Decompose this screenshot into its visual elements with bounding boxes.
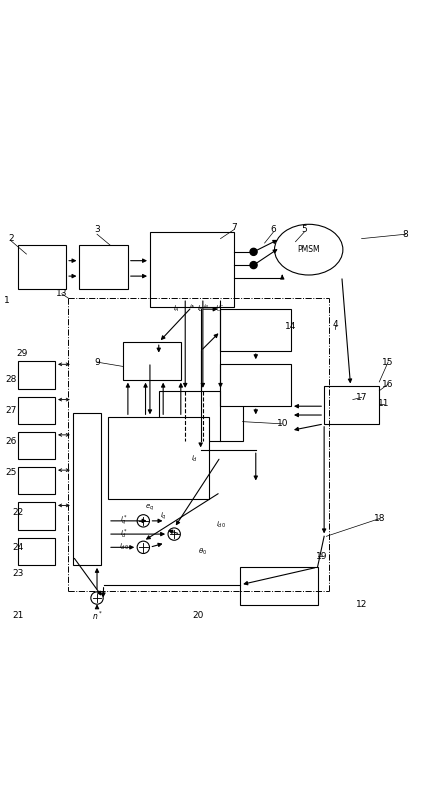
Text: 9: 9 [94, 358, 100, 367]
Bar [18, 431, 55, 459]
Text: 15: 15 [382, 358, 394, 367]
Text: $e_q$: $e_q$ [146, 503, 154, 513]
Text: 29: 29 [16, 349, 28, 358]
Text: 11: 11 [378, 399, 389, 409]
Text: $i_A$: $i_A$ [173, 304, 180, 314]
Text: 5: 5 [301, 225, 307, 234]
Bar [123, 343, 181, 380]
Bar [73, 413, 101, 565]
Text: $n^*$: $n^*$ [92, 609, 102, 622]
Text: $i_{d0}$: $i_{d0}$ [216, 520, 225, 530]
Bar [79, 246, 128, 289]
Bar [18, 361, 55, 389]
Bar [108, 417, 209, 499]
Text: 23: 23 [12, 570, 23, 579]
Text: $i_B$: $i_B$ [203, 302, 209, 311]
Text: 17: 17 [356, 393, 367, 402]
Text: 25: 25 [5, 468, 17, 477]
Text: 21: 21 [12, 611, 23, 621]
Text: PMSM: PMSM [297, 245, 320, 255]
Text: 19: 19 [316, 552, 328, 561]
Text: 8: 8 [403, 229, 409, 238]
Bar [220, 364, 291, 406]
Ellipse shape [274, 225, 343, 275]
Circle shape [250, 248, 257, 255]
Text: 22: 22 [12, 507, 23, 516]
Text: $i_{d0}$: $i_{d0}$ [119, 542, 128, 553]
Text: $i_q^*$: $i_q^*$ [120, 514, 127, 528]
Bar [159, 391, 243, 441]
Text: 13: 13 [56, 289, 67, 298]
Text: 2: 2 [8, 234, 14, 243]
Bar [18, 537, 55, 565]
Text: $i_A$: $i_A$ [189, 302, 195, 311]
Bar [220, 309, 291, 351]
Text: 10: 10 [277, 419, 288, 428]
Text: 12: 12 [356, 600, 367, 609]
Text: 6: 6 [270, 225, 277, 234]
Text: $i_C$: $i_C$ [215, 304, 222, 314]
Bar [150, 232, 234, 307]
Text: $i_d$: $i_d$ [191, 454, 198, 465]
Bar [240, 567, 318, 604]
Text: $i_d^*$: $i_d^*$ [120, 528, 127, 541]
Text: $\theta_0$: $\theta_0$ [198, 547, 207, 557]
Text: 14: 14 [285, 322, 297, 331]
Text: 7: 7 [231, 223, 237, 232]
Text: $i_C$: $i_C$ [218, 302, 225, 311]
Text: $i_B$: $i_B$ [197, 304, 204, 314]
Text: 27: 27 [5, 406, 17, 415]
Text: 28: 28 [5, 375, 17, 385]
Text: 24: 24 [12, 543, 23, 552]
Bar [18, 397, 55, 424]
Text: 20: 20 [193, 611, 204, 621]
Bar [324, 386, 379, 424]
Text: 1: 1 [4, 296, 10, 305]
Bar [18, 246, 66, 289]
Text: 16: 16 [382, 380, 394, 389]
Text: $i_q$: $i_q$ [160, 511, 167, 522]
Text: 26: 26 [5, 437, 17, 446]
Bar [18, 503, 55, 530]
Text: 18: 18 [374, 514, 385, 523]
Circle shape [250, 262, 257, 268]
Text: 3: 3 [94, 225, 100, 234]
Bar [18, 467, 55, 494]
Text: 4: 4 [333, 320, 338, 329]
